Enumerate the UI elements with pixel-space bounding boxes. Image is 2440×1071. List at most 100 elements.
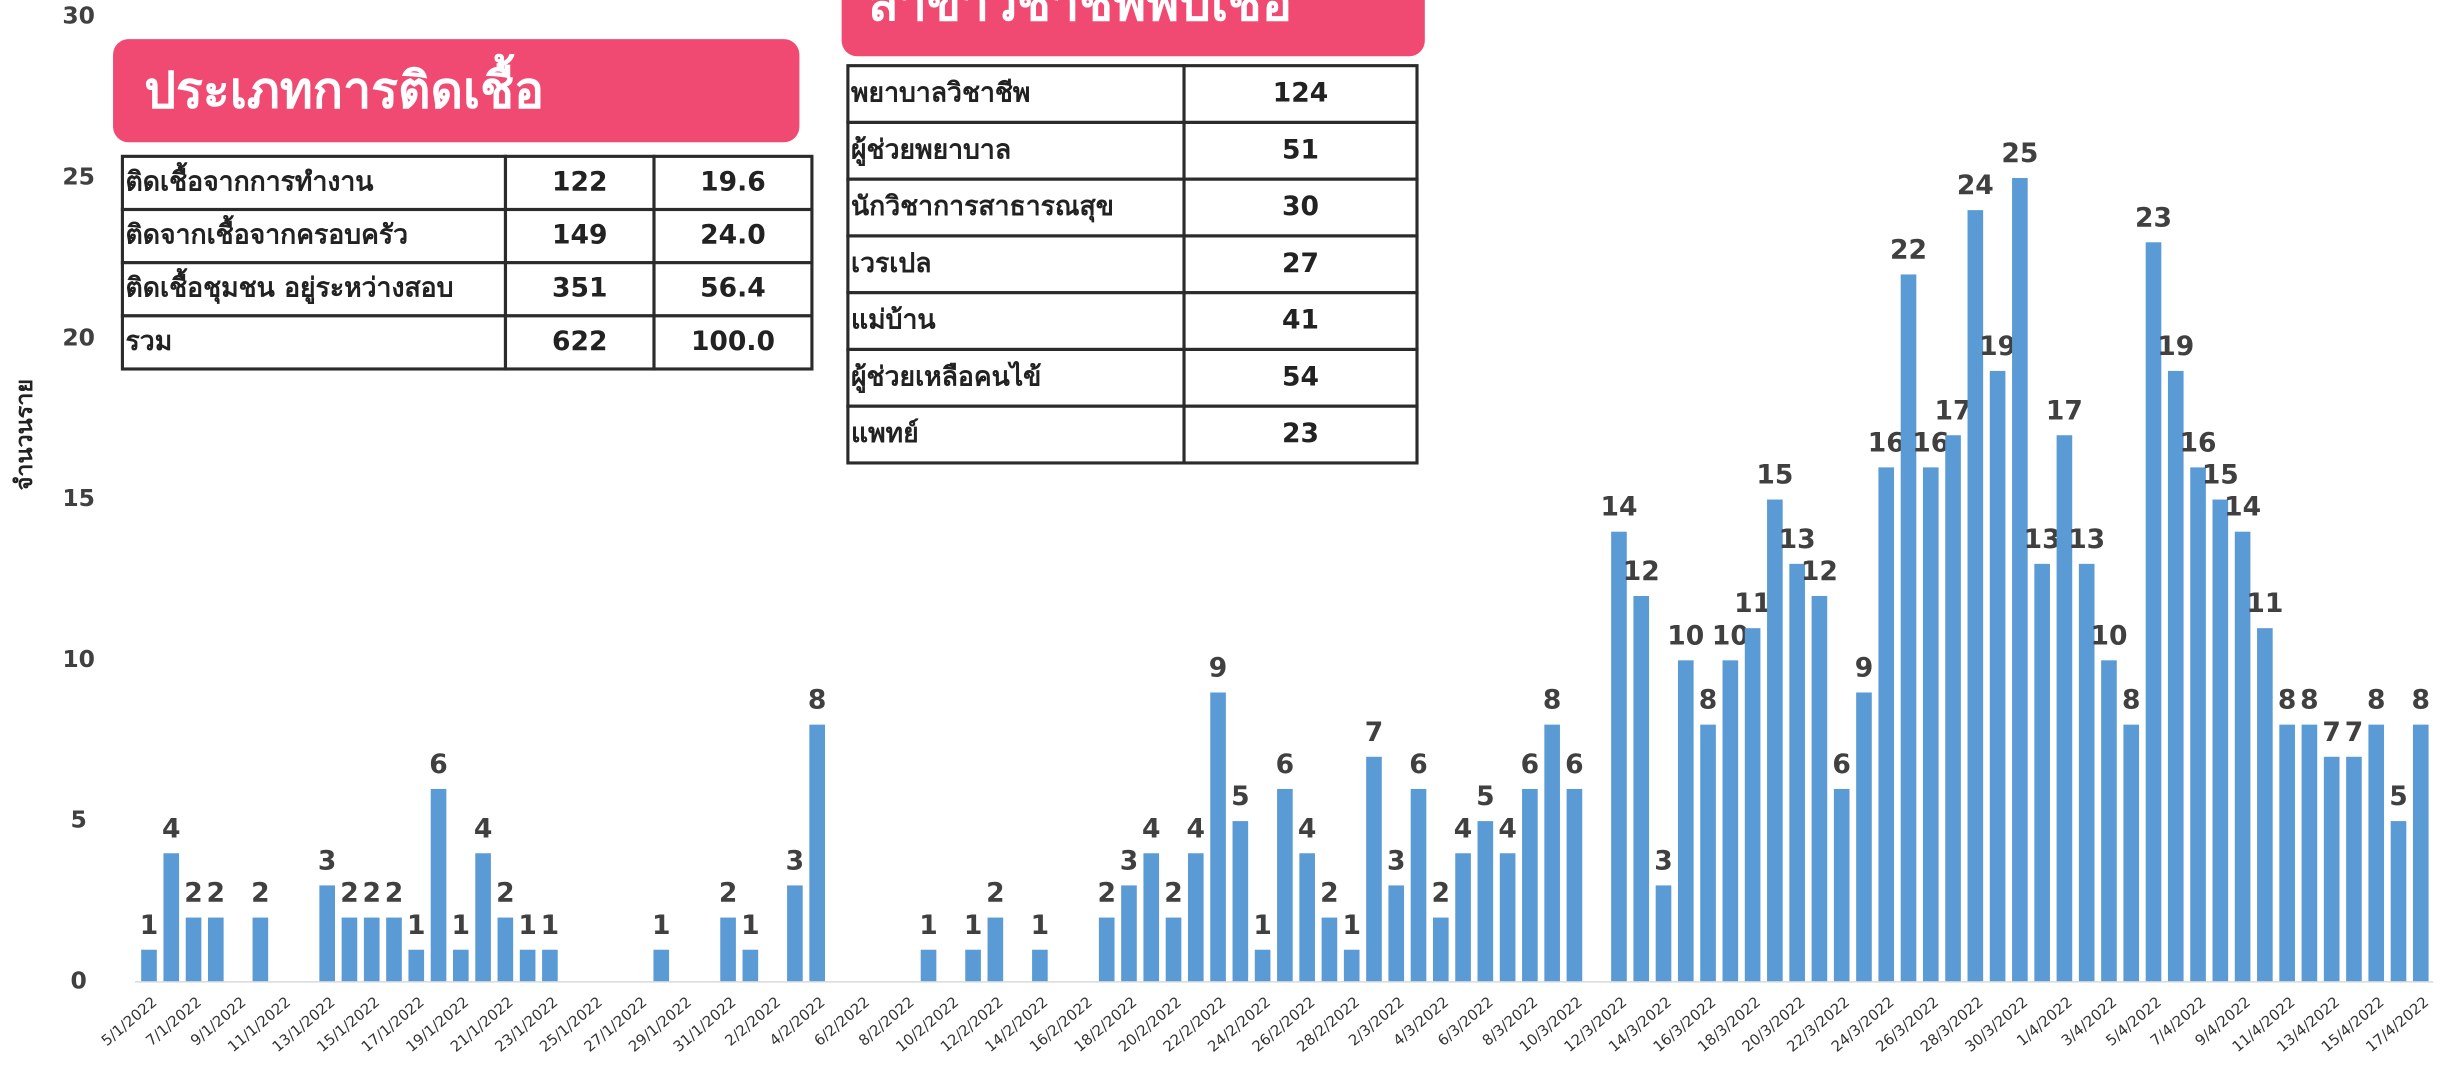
table-cell-text: 622 <box>552 326 607 357</box>
data-label: 1 <box>1342 910 1360 941</box>
data-label: 2 <box>1320 878 1338 909</box>
table-cell <box>120 261 508 318</box>
bar <box>1611 531 1627 982</box>
table-cell-text: ติดเชื้อชุมชน อยู่ระหว่างสอบ <box>126 268 454 305</box>
data-label: 8 <box>2278 685 2296 716</box>
table-cell <box>1182 347 1419 408</box>
bar <box>2101 660 2117 982</box>
y-tick-label: 0 <box>70 966 86 994</box>
data-label: 1 <box>964 910 982 941</box>
table-cell-text: 24.0 <box>700 220 766 251</box>
bar <box>1121 885 1137 982</box>
table-cell-text: 122 <box>552 166 607 197</box>
bar <box>363 917 380 982</box>
data-label: 10 <box>1667 620 1704 651</box>
bar <box>1767 499 1783 982</box>
bar <box>1922 467 1939 982</box>
bar <box>475 853 491 982</box>
bar <box>1187 853 1204 982</box>
table-cell-text: นักวิชาการสาธารณสุข <box>851 191 1114 223</box>
table-cell-text: พยาบาลวิชาชีพ <box>851 78 1030 109</box>
bar <box>2257 628 2273 982</box>
data-label: 7 <box>1365 717 1383 748</box>
bar <box>1633 596 1650 982</box>
data-label: 16 <box>1912 427 1949 458</box>
data-label: 9 <box>1855 653 1873 684</box>
bar <box>452 949 469 982</box>
table-cell <box>503 154 656 212</box>
bar <box>2279 724 2295 982</box>
y-tick-label: 5 <box>70 806 86 834</box>
data-label: 2 <box>1432 878 1450 909</box>
data-label: 8 <box>1543 685 1561 716</box>
bar <box>1098 917 1115 982</box>
data-label: 15 <box>1756 460 1793 491</box>
data-label: 13 <box>1779 524 1816 555</box>
table-title: ประเภทการติดเชื้อ <box>144 53 544 119</box>
data-label: 12 <box>1623 556 1660 587</box>
data-label: 8 <box>2300 685 2318 716</box>
bar <box>1455 853 1471 982</box>
data-label: 16 <box>2180 427 2217 458</box>
data-label: 3 <box>1654 845 1672 876</box>
data-label: 2 <box>496 878 514 909</box>
bar <box>163 853 180 982</box>
bar <box>1210 692 1226 982</box>
table-cell-text: แพทย์ <box>851 418 919 449</box>
bar <box>1165 917 1182 982</box>
data-label: 10 <box>1712 620 1749 651</box>
table-cell-text: 41 <box>1282 305 1319 336</box>
bar <box>2346 756 2362 982</box>
bar <box>185 917 202 982</box>
table-header-box <box>113 39 800 143</box>
bar <box>2123 724 2140 982</box>
bar <box>920 949 937 982</box>
bar <box>1811 596 1828 982</box>
data-label: 11 <box>1734 588 1771 619</box>
table-cell-text: รวม <box>126 326 173 357</box>
data-label: 6 <box>1832 749 1850 780</box>
bar <box>1143 853 1160 982</box>
data-label: 17 <box>1935 395 1972 426</box>
bar <box>1232 821 1249 982</box>
bar <box>2167 370 2184 982</box>
bar <box>386 917 402 982</box>
bar <box>252 917 269 982</box>
data-label: 6 <box>1521 749 1539 780</box>
table-cell-text: 23 <box>1282 418 1319 449</box>
bar <box>2323 756 2340 982</box>
bar <box>2301 724 2318 982</box>
table-cell-text: เวรเปล <box>851 248 931 279</box>
data-label: 6 <box>1409 749 1427 780</box>
data-label: 1 <box>1253 910 1271 941</box>
data-label: 2 <box>184 878 202 909</box>
bar <box>809 724 825 982</box>
bar <box>1277 788 1293 982</box>
data-label: 4 <box>1298 813 1316 844</box>
bar <box>1544 724 1560 982</box>
data-label: 19 <box>1979 331 2016 362</box>
data-label: 1 <box>452 910 470 941</box>
table-cell <box>652 207 814 265</box>
data-label: 3 <box>318 845 336 876</box>
data-label: 2 <box>207 878 225 909</box>
bar <box>1432 917 1449 982</box>
data-label: 5 <box>1231 781 1249 812</box>
data-label: 6 <box>1565 749 1583 780</box>
bar <box>1700 724 1716 982</box>
table-cell <box>1182 291 1419 352</box>
data-label: 1 <box>741 910 759 941</box>
table-cell-text: ติดเชื้อจากการทำงาน <box>126 161 374 197</box>
data-label: 2 <box>251 878 269 909</box>
table-cell <box>846 234 1186 295</box>
bar <box>1254 949 1271 982</box>
data-label: 1 <box>541 910 559 941</box>
bar <box>1677 660 1694 982</box>
table-cell-text: 27 <box>1282 248 1319 279</box>
table-cell-text: 51 <box>1282 134 1319 165</box>
data-label: 2 <box>385 878 403 909</box>
data-label: 2 <box>1097 878 1115 909</box>
table-cell-text: 149 <box>552 220 607 251</box>
bar <box>1499 853 1516 982</box>
